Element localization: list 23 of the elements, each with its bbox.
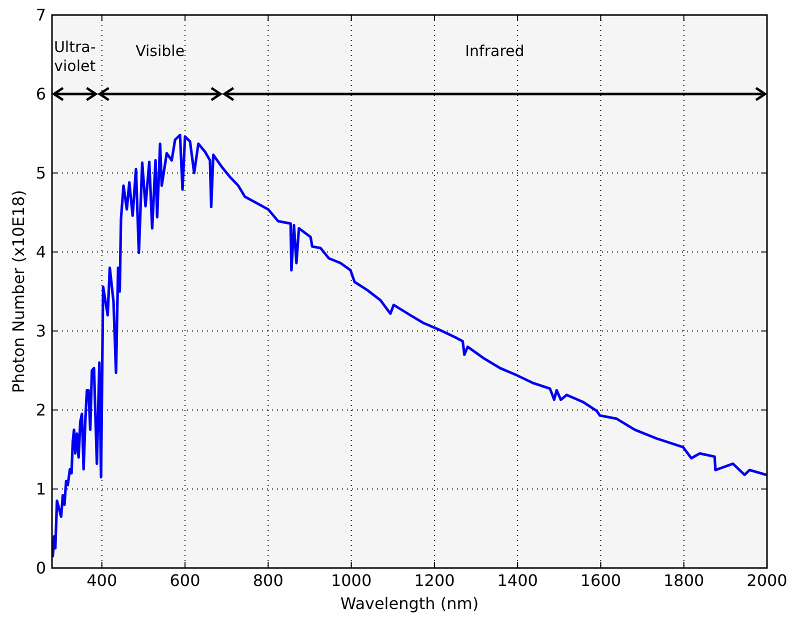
y-tick-label: 1 [36,480,46,499]
band-label: Visible [136,42,185,60]
x-tick-label: 2000 [746,571,788,590]
x-tick-label: 1200 [414,571,455,590]
line-series [52,134,767,558]
x-tick-label: 400 [86,571,118,590]
y-tick-label: 4 [36,242,46,262]
x-tick-label: 1800 [664,571,704,590]
x-tick-label: 1600 [580,571,622,590]
x-tick-label: 600 [170,571,200,590]
x-axis-title: Wavelength (nm) [340,594,479,613]
y-tick-label: 0 [36,558,46,578]
y-tick-label: 3 [36,322,46,341]
x-tick-label: 1400 [497,571,538,590]
y-tick-label: 6 [36,84,46,104]
y-tick-label: 2 [36,400,46,420]
band-label: Infrared [465,42,524,60]
x-tick-label: 800 [252,571,284,590]
y-tick-label: 5 [36,164,46,183]
band-label: Ultra- violet [54,38,96,75]
x-tick-label: 1000 [330,571,372,590]
y-axis-title: Photon Number (x10E18) [9,190,28,394]
y-tick-label: 7 [36,6,46,25]
